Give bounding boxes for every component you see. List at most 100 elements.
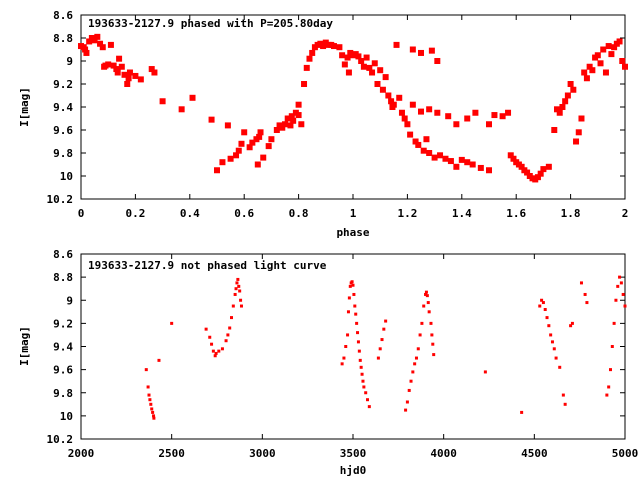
y-tick-label: 8.8 (53, 32, 73, 45)
data-point (573, 138, 580, 145)
data-point (226, 333, 230, 337)
data-point (227, 155, 234, 162)
data-point (354, 312, 358, 316)
data-point (378, 347, 382, 351)
data-point (589, 67, 596, 74)
data-point (149, 402, 153, 406)
data-point (561, 393, 565, 397)
data-point (355, 321, 359, 325)
data-point (550, 340, 554, 344)
data-point (83, 49, 90, 56)
y-tick-label: 10.2 (47, 433, 74, 446)
data-point (551, 127, 558, 133)
data-point (347, 296, 351, 300)
data-point (385, 92, 392, 99)
data-point (541, 301, 545, 305)
data-point (146, 385, 150, 389)
data-point (483, 370, 487, 374)
data-point (350, 280, 354, 284)
data-point (231, 304, 235, 308)
data-point (364, 391, 368, 395)
data-point (442, 155, 449, 162)
x-tick-label: 0.6 (234, 207, 254, 220)
x-tick-label: 0.2 (125, 207, 145, 220)
data-point (238, 289, 242, 293)
data-point (428, 47, 435, 54)
data-point (217, 349, 221, 353)
data-point (431, 154, 438, 161)
data-point (510, 155, 517, 162)
data-point (586, 63, 593, 70)
data-point (99, 44, 106, 51)
data-point (622, 63, 628, 70)
data-point (382, 327, 386, 331)
data-point (415, 141, 422, 148)
data-point (345, 69, 352, 76)
data-point (351, 283, 355, 287)
data-point (238, 140, 245, 147)
data-point (616, 284, 620, 288)
data-point (363, 54, 370, 61)
data-point (426, 150, 433, 156)
y-tick-label: 9 (66, 55, 73, 68)
data-point (424, 290, 428, 294)
data-point (152, 414, 156, 418)
data-point (543, 308, 547, 311)
data-point (619, 58, 626, 64)
data-point (623, 304, 627, 308)
x-tick-label: 0.8 (289, 207, 309, 220)
data-point (409, 101, 416, 108)
data-point (151, 69, 158, 76)
data-point (518, 163, 525, 170)
data-point (618, 275, 622, 279)
data-point (407, 131, 414, 138)
data-point (362, 385, 366, 389)
data-point (230, 316, 234, 320)
data-point (404, 408, 408, 412)
data-point (434, 58, 441, 64)
y-axis-label: I[mag] (18, 326, 31, 366)
data-point (342, 356, 346, 360)
data-point (602, 69, 609, 76)
data-point (564, 92, 571, 99)
data-point (418, 108, 424, 115)
data-point (107, 41, 114, 48)
data-point (404, 121, 411, 128)
data-point (330, 43, 337, 50)
data-point (388, 98, 395, 105)
data-point (390, 101, 397, 108)
chart-title: 193633-2127.9 not phased light curve (88, 259, 327, 272)
data-point (552, 347, 556, 351)
data-point (583, 75, 590, 82)
data-point (340, 362, 344, 366)
data-point (608, 368, 612, 372)
data-point (445, 113, 452, 120)
data-point (204, 327, 208, 331)
data-point (507, 152, 514, 159)
data-point (411, 370, 415, 374)
data-point (505, 109, 512, 116)
data-point (126, 69, 133, 76)
unphased-light-curve-panel: 2000 2500 3000 3500 4000 4500 5000 8.6 8.8 9 9.2 9.… (18, 248, 638, 477)
data-point (341, 61, 348, 68)
data-point (559, 104, 566, 110)
data-point (434, 109, 441, 116)
y-tick-label: 9.8 (53, 387, 73, 400)
data-point (360, 372, 364, 376)
data-point (132, 72, 139, 79)
data-point (418, 333, 422, 337)
data-point (273, 127, 280, 133)
data-point (279, 124, 286, 131)
data-point (211, 349, 215, 353)
data-point (416, 347, 420, 351)
data-point (578, 115, 585, 122)
data-point (608, 51, 615, 58)
data-point (570, 321, 574, 325)
data-point (344, 345, 348, 348)
data-point (401, 115, 408, 122)
data-point (376, 356, 380, 360)
data-point (97, 40, 104, 47)
data-point (431, 342, 435, 346)
data-point (220, 347, 224, 351)
data-point (241, 129, 248, 136)
